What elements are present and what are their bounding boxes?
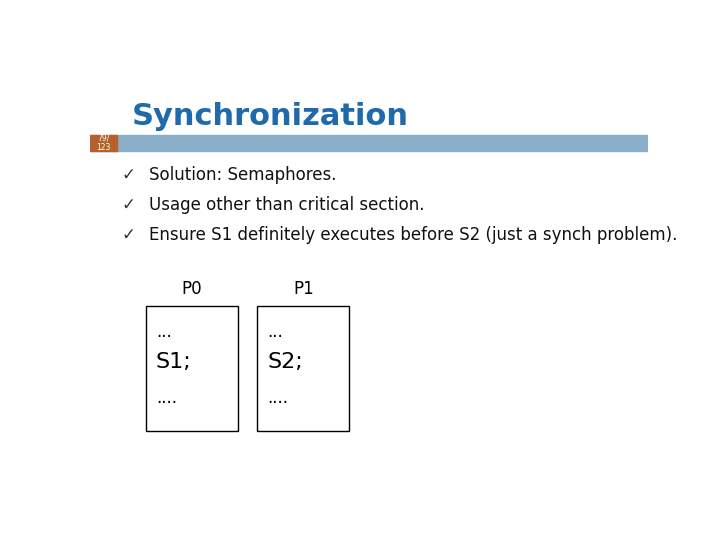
Text: Synchronization: Synchronization bbox=[132, 102, 409, 131]
Bar bbox=[90, 135, 117, 151]
Text: Solution: Semaphores.: Solution: Semaphores. bbox=[148, 166, 336, 184]
Text: ...: ... bbox=[267, 322, 283, 341]
Text: Usage other than critical section.: Usage other than critical section. bbox=[148, 196, 424, 214]
Text: P0: P0 bbox=[181, 280, 202, 299]
Text: ✓: ✓ bbox=[121, 226, 135, 244]
Bar bbox=[90, 135, 648, 151]
Text: 79/
123: 79/ 123 bbox=[96, 134, 111, 152]
Text: P1: P1 bbox=[293, 280, 314, 299]
Text: S2;: S2; bbox=[267, 352, 303, 372]
Text: ....: .... bbox=[267, 389, 289, 407]
Text: ✓: ✓ bbox=[121, 166, 135, 184]
Text: ...: ... bbox=[156, 322, 171, 341]
Text: S1;: S1; bbox=[156, 352, 192, 372]
Text: ✓: ✓ bbox=[121, 196, 135, 214]
Text: ....: .... bbox=[156, 389, 177, 407]
Bar bbox=[258, 306, 349, 431]
Bar bbox=[145, 306, 238, 431]
Text: Ensure S1 definitely executes before S2 (just a synch problem).: Ensure S1 definitely executes before S2 … bbox=[148, 226, 677, 244]
